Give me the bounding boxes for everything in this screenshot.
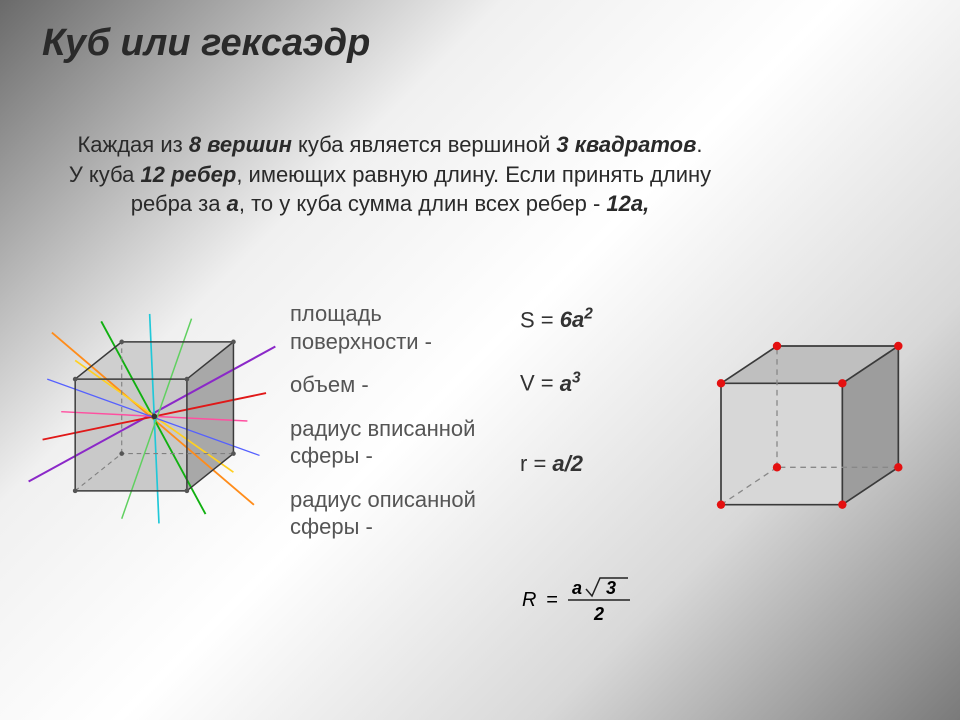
R-num-a: a xyxy=(572,578,582,598)
rhs-base: a xyxy=(560,371,572,396)
R-lhs: R xyxy=(522,589,536,611)
intro-bold: 3 квадратов xyxy=(556,132,696,157)
intro-bold: а xyxy=(227,191,239,216)
label-surface: площадь поверхности - xyxy=(290,300,500,355)
lhs: S = xyxy=(520,307,560,332)
page-title: Куб или гексаэдр xyxy=(42,22,370,65)
R-num-root: 3 xyxy=(606,578,616,598)
rhs: a/2 xyxy=(552,451,583,476)
formula-circumradius: R = a 3 2 xyxy=(520,572,650,634)
label-inradius: радиус вписанной сферы - xyxy=(290,415,500,470)
lhs: V = xyxy=(520,371,560,396)
intro-seg: , то у куба сумма длин всех ребер - xyxy=(239,191,607,216)
intro-seg: . xyxy=(696,132,702,157)
R-den: 2 xyxy=(593,604,604,624)
intro-seg: куба является вершиной xyxy=(292,132,557,157)
lhs: r = xyxy=(520,451,552,476)
intro-seg: У куба xyxy=(69,162,141,187)
label-volume: объем - xyxy=(290,371,500,399)
rhs: a3 xyxy=(560,371,581,396)
intro-bold: 8 вершин xyxy=(189,132,292,157)
rhs: 6a2 xyxy=(560,307,593,332)
rhs-exp: 2 xyxy=(584,306,593,323)
intro-bold: 12а, xyxy=(606,191,649,216)
intro-seg: Каждая из xyxy=(77,132,188,157)
cube-vertices-diagram xyxy=(665,290,945,570)
label-circumradius: радиус описанной сферы - xyxy=(290,486,500,541)
intro-bold: 12 ребер xyxy=(140,162,236,187)
formula-volume: V = a3 xyxy=(520,369,593,396)
rhs-exp: 3 xyxy=(572,369,581,386)
formula-surface: S = 6a2 xyxy=(520,306,593,333)
cube-symmetry-diagram xyxy=(10,286,280,556)
intro-text: Каждая из 8 вершин куба является вершино… xyxy=(50,130,730,219)
property-labels: площадь поверхности - объем - радиус впи… xyxy=(290,300,500,557)
formula-inradius: r = a/2 xyxy=(520,451,593,477)
rhs-base: 6a xyxy=(560,307,584,332)
svg-text:=: = xyxy=(546,589,558,611)
formulas: S = 6a2 V = a3 r = a/2 xyxy=(520,306,593,513)
